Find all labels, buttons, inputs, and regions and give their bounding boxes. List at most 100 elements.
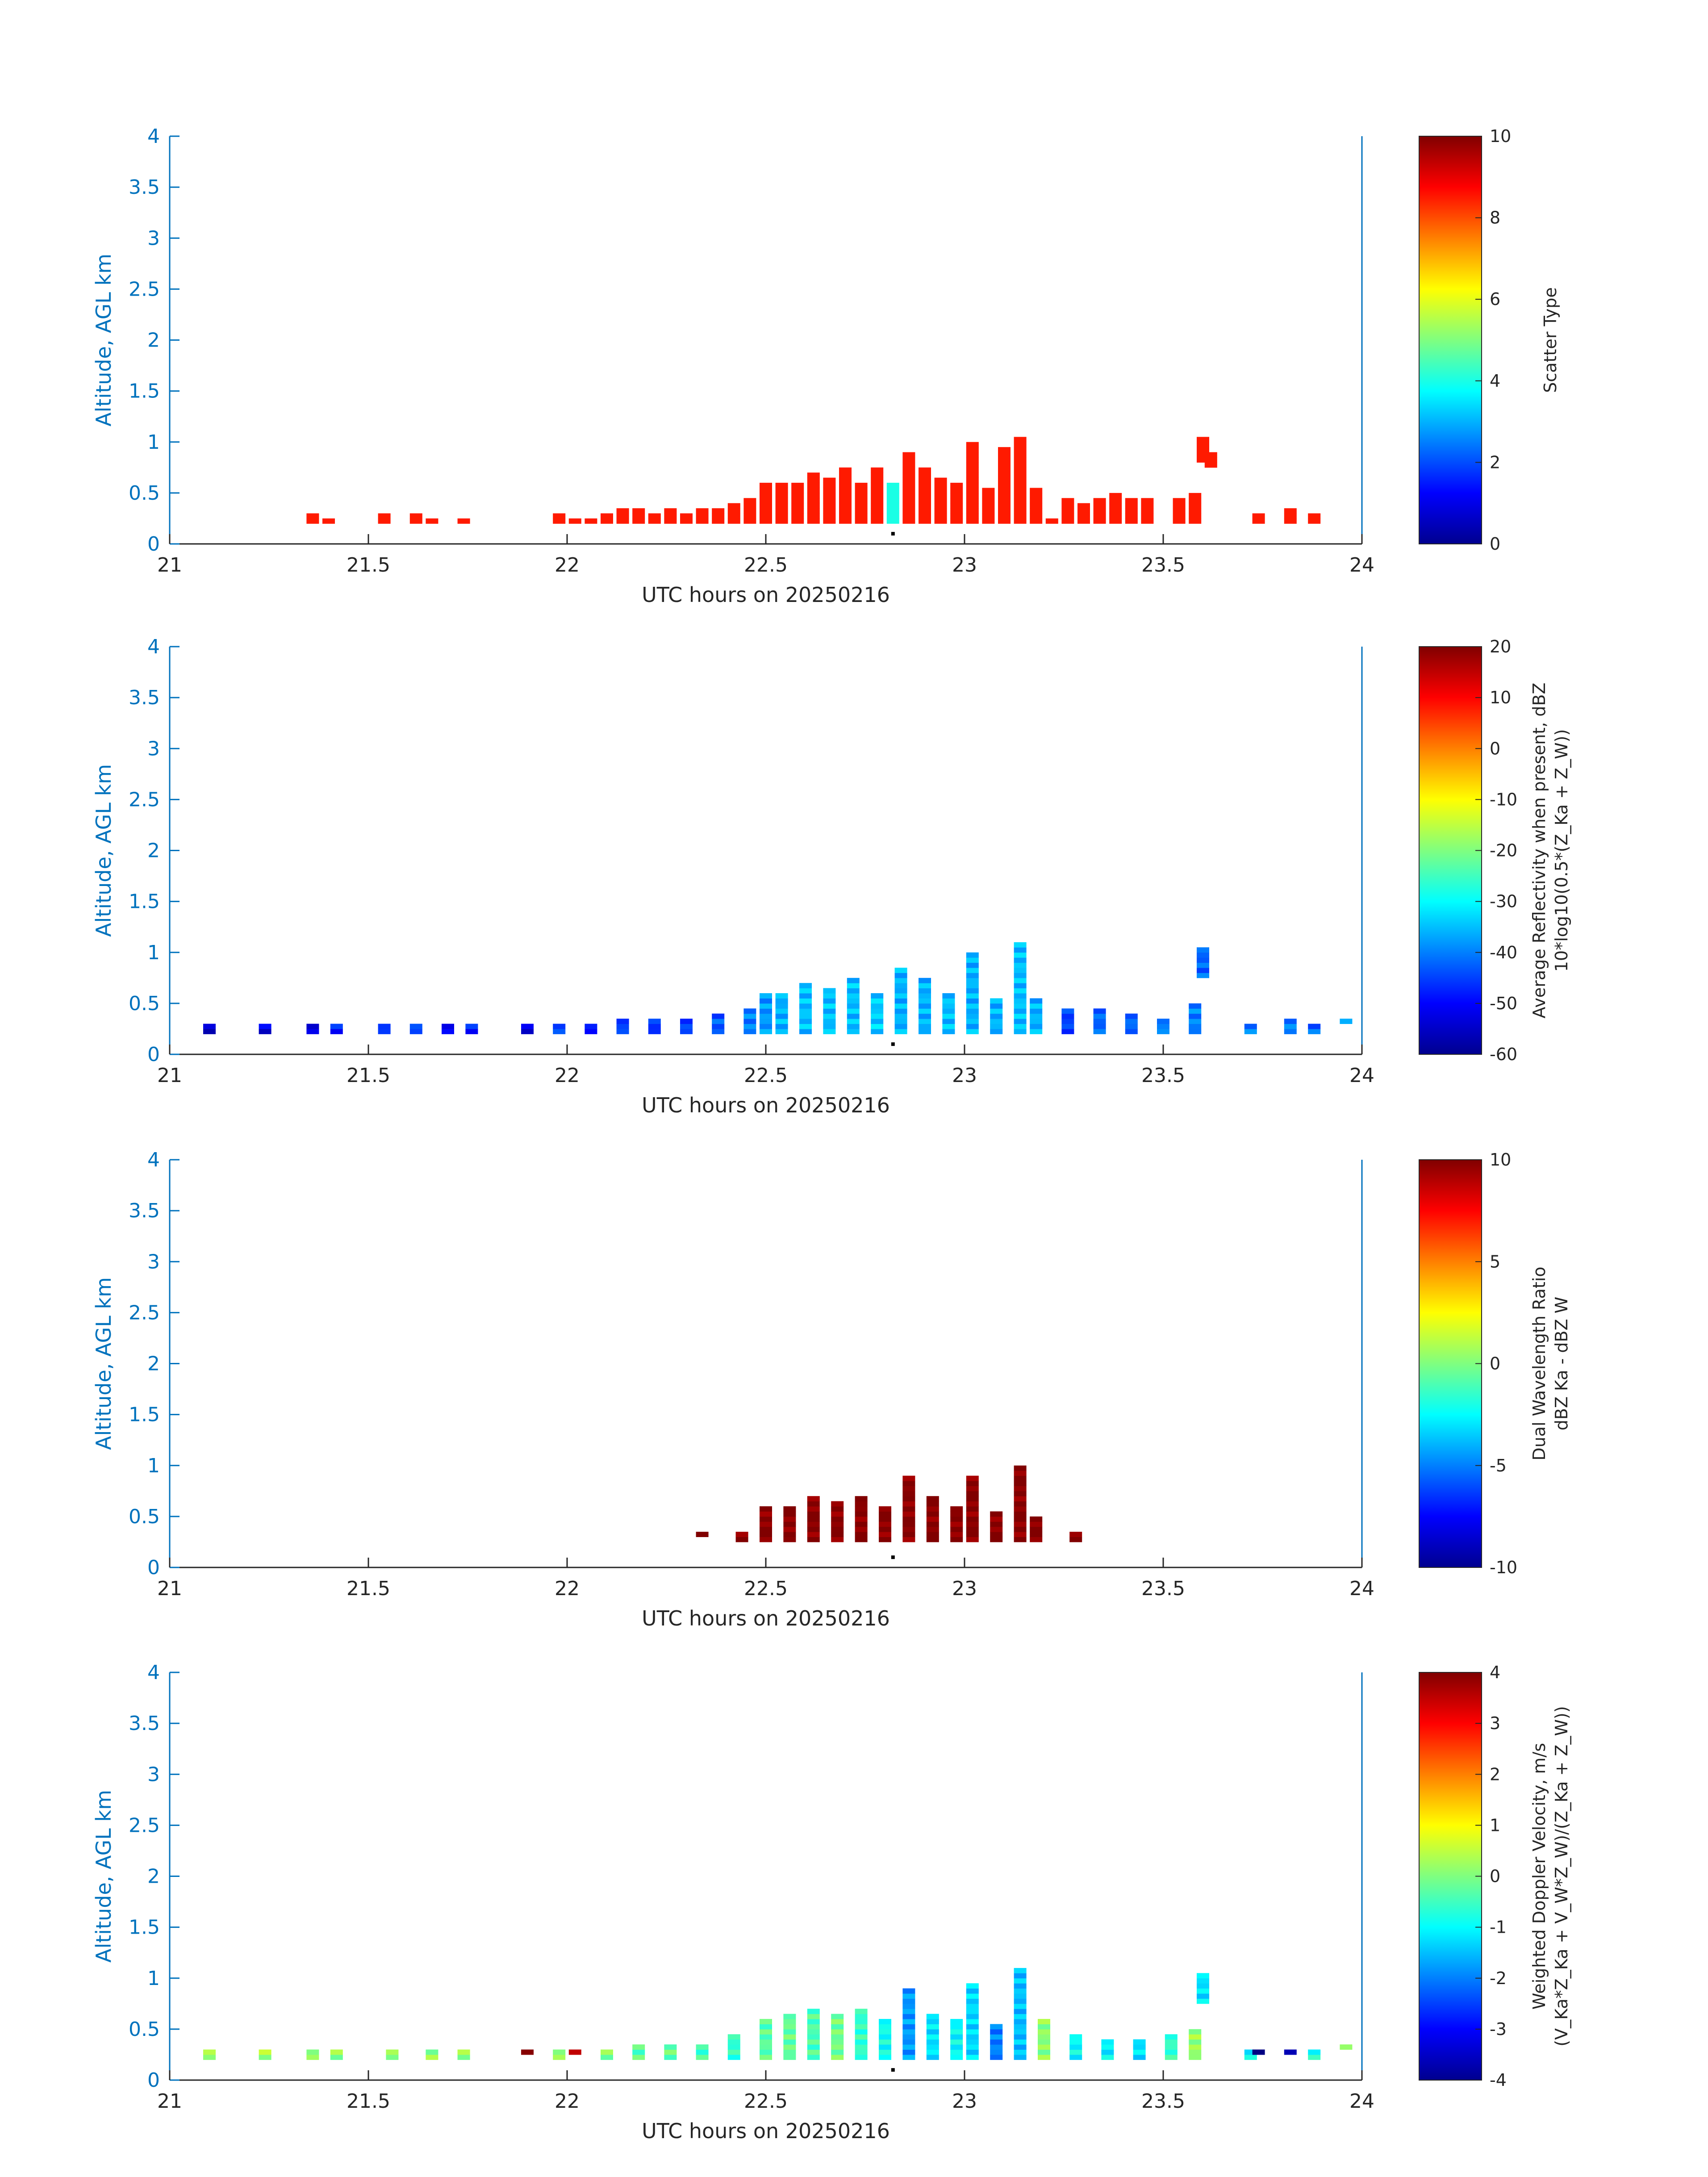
data-cell (760, 1511, 772, 1517)
data-cell (966, 488, 979, 493)
data-cell (1141, 503, 1154, 509)
colorbar-sublabel: dBZ Ka - dBZ W (1552, 1297, 1571, 1431)
data-cell (966, 973, 979, 978)
data-cell (839, 513, 852, 519)
data-cell (902, 498, 915, 504)
data-cell (950, 508, 963, 514)
data-cell (1014, 1480, 1027, 1486)
x-tick-label: 21.5 (347, 1064, 390, 1087)
data-cell (823, 1003, 836, 1009)
data-cell (1038, 2019, 1050, 2024)
data-cell (760, 1532, 772, 1538)
data-cell (760, 993, 772, 999)
data-cell (1244, 2054, 1257, 2060)
data-cell (919, 472, 931, 478)
colorbar-tick-label: 6 (1490, 289, 1500, 309)
data-cell (879, 2044, 891, 2050)
x-axis-label: UTC hours on 20250216 (642, 2119, 890, 2143)
x-tick-label: 23.5 (1141, 1577, 1185, 1600)
data-cell (1038, 2024, 1050, 2030)
data-cell (847, 978, 860, 983)
data-cell (775, 1019, 788, 1024)
y-tick-label: 2 (147, 1865, 160, 1888)
data-cell (894, 978, 907, 983)
x-tick-label: 21 (157, 1064, 182, 1087)
data-cell (966, 1506, 979, 1512)
data-cell (1165, 2039, 1178, 2045)
data-cell (831, 1532, 844, 1538)
x-tick-label: 23.5 (1141, 554, 1185, 577)
data-cell (919, 1008, 931, 1014)
data-cell (919, 467, 931, 473)
data-cell (1030, 1003, 1043, 1009)
x-tick-label: 24 (1349, 554, 1374, 577)
data-cell (966, 1537, 979, 1542)
data-cell (1014, 1537, 1027, 1542)
data-cell (990, 1511, 1003, 1517)
data-cell (457, 2049, 470, 2055)
data-cell (831, 1501, 844, 1507)
data-cell (919, 483, 931, 488)
colorbar-tick-label: 4 (1490, 371, 1500, 391)
data-cell (886, 518, 899, 524)
data-cell (886, 488, 899, 493)
data-cell (894, 1028, 907, 1034)
data-cell (1189, 1024, 1202, 1029)
data-cell (1125, 518, 1138, 524)
data-cell (839, 508, 852, 514)
data-cell (1308, 1028, 1321, 1034)
data-cell (966, 442, 979, 447)
data-cell (902, 483, 915, 488)
data-cell (760, 513, 772, 519)
data-cell (521, 2049, 534, 2055)
data-cell (1077, 518, 1090, 524)
data-cell (807, 2054, 820, 2060)
data-cell (998, 447, 1011, 453)
data-cell (831, 1537, 844, 1542)
colorbar-tick-label: -20 (1490, 841, 1517, 861)
data-cell (831, 2024, 844, 2030)
data-cell (760, 1516, 772, 1522)
y-tick-label: 1 (147, 1454, 160, 1477)
data-cell (990, 2049, 1003, 2055)
data-cell (1284, 1024, 1297, 1029)
data-cell (1204, 457, 1217, 463)
data-cell (1014, 973, 1027, 978)
x-tick-label: 23.5 (1141, 1064, 1185, 1087)
data-cell (1252, 2049, 1265, 2055)
marker-dot (891, 2068, 895, 2072)
data-cell (743, 518, 756, 524)
data-cell (950, 2049, 963, 2055)
data-cell (919, 978, 931, 983)
data-cell (902, 1988, 915, 1994)
data-cell (839, 477, 852, 483)
data-cell (1014, 1532, 1027, 1538)
data-cell (1125, 503, 1138, 509)
data-cell (783, 1537, 796, 1542)
data-cell (966, 2049, 979, 2055)
data-cell (847, 1028, 860, 1034)
data-cell (1061, 1019, 1074, 1024)
data-cell (1101, 2044, 1114, 2050)
data-cell (966, 1480, 979, 1486)
data-cell (823, 503, 836, 509)
data-cell (831, 1516, 844, 1522)
data-cell (807, 508, 820, 514)
data-cell (871, 467, 884, 473)
data-cell (1173, 503, 1186, 509)
data-cell (966, 1988, 979, 1994)
data-cell (982, 498, 995, 504)
data-cell (1077, 513, 1090, 519)
data-cell (855, 1521, 868, 1527)
data-cell (442, 1028, 454, 1034)
data-cell (934, 508, 947, 514)
data-cell (926, 1501, 939, 1507)
data-cell (1014, 1501, 1027, 1507)
data-cell (783, 1521, 796, 1527)
data-cell (1014, 1516, 1027, 1522)
data-cell (990, 2034, 1003, 2040)
data-cell (1133, 2044, 1146, 2050)
data-cell (966, 952, 979, 958)
marker-dot (891, 1042, 895, 1046)
data-cell (998, 467, 1011, 473)
